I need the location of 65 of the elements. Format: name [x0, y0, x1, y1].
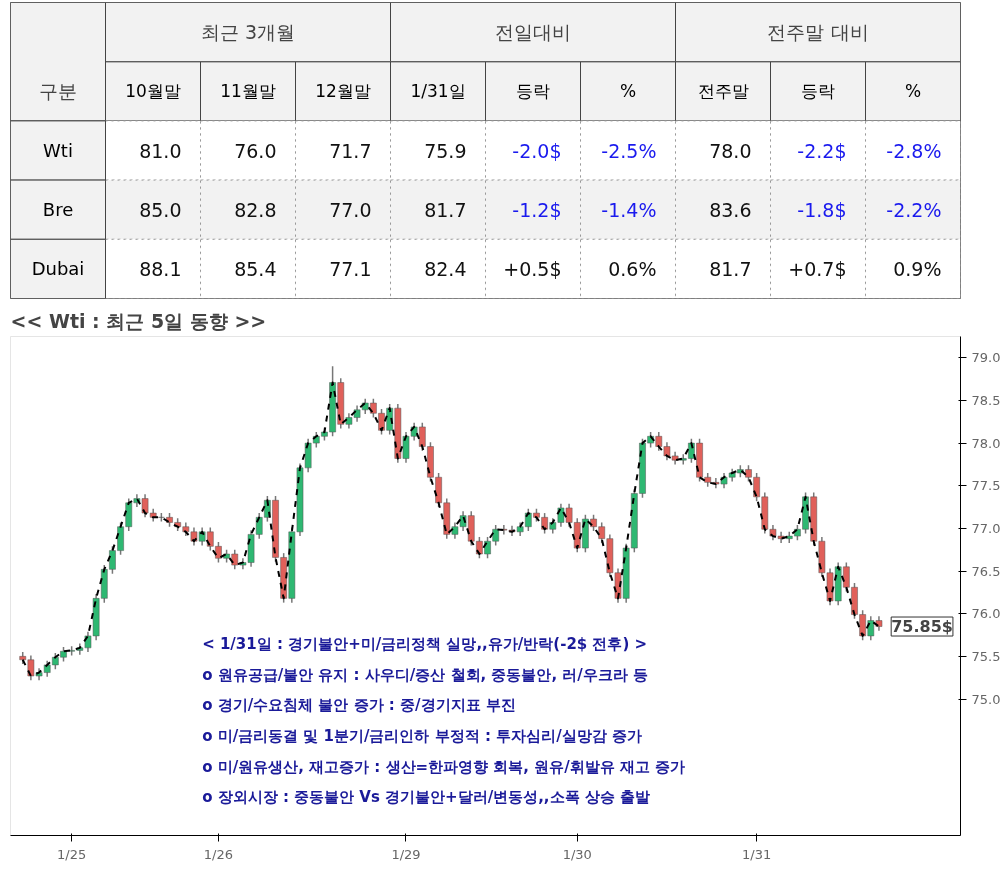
data-label: 83.6 — [709, 198, 752, 221]
data-label: 81.0 — [139, 139, 182, 162]
text: 구분 — [39, 80, 77, 103]
annotation: o 미/금리동결 및 1분기/금리인하 부정적 : 투자심리/실망감 증가 — [202, 727, 642, 746]
data-label: 77.0 — [329, 198, 372, 221]
data-label: +0.5$ — [503, 257, 562, 280]
data-label: 88.1 — [139, 257, 182, 280]
y-tick-label: 76.0 — [971, 606, 1001, 622]
x-tick-label: 1/26 — [203, 846, 234, 862]
data-label: 81.7 — [709, 257, 752, 280]
y-tick-label: 75.5 — [971, 648, 1001, 664]
annotation: o 장외시장 : 중동불안 Vs 경기불안+달러/변동성,,소폭 상승 출발 — [202, 788, 650, 807]
x-tick-label: 전주말 — [697, 81, 749, 102]
x-tick-label: 10월말 — [125, 81, 181, 102]
data-label: 78.0 — [709, 139, 752, 162]
data-label: 0.6% — [608, 257, 657, 280]
annotation: o 미/원유생산, 재고증가 : 생산=한파영향 회복, 원유/휘발유 재고 증가 — [202, 757, 686, 776]
data-label: 77.1 — [329, 257, 372, 280]
y-tick-label: 77.0 — [971, 520, 1001, 536]
y-tick-label: Wti — [43, 140, 73, 161]
x-tick-label: 11월말 — [220, 81, 276, 102]
data-label: 76.0 — [234, 139, 277, 162]
annotation: o 원유공급/불안 유지 : 사우디/증산 철회, 중동불안, 러/우크라 등 — [202, 665, 649, 684]
data-label: 81.7 — [424, 198, 467, 221]
y-tick-label: 78.5 — [971, 392, 1001, 408]
data-label: 82.8 — [234, 198, 277, 221]
data-label: -2.5% — [601, 139, 657, 162]
y-tick-label: 76.5 — [971, 563, 1001, 579]
data-label: 0.9% — [893, 257, 942, 280]
y-tick-label: 75.0 — [971, 691, 1001, 707]
data-label: +0.7$ — [788, 257, 847, 280]
y-tick-label: 78.0 — [971, 435, 1001, 451]
x-tick-label: 1/25 — [57, 846, 87, 862]
x-tick-label: % — [619, 81, 637, 102]
data-label: -1.2$ — [512, 198, 562, 221]
text: 전주말 대비 — [767, 21, 869, 44]
data-label: 85.4 — [234, 257, 277, 280]
annotation: < 1/31일 : 경기불안+미/금리정책 실망,,유가/반락(-2$ 전후) > — [202, 634, 648, 653]
data-label: -2.2$ — [797, 139, 847, 162]
data-label: -1.8$ — [797, 198, 847, 221]
data-label: -1.4% — [601, 198, 657, 221]
data-label: -2.0$ — [512, 139, 562, 162]
y-tick-label: 79.0 — [971, 350, 1001, 366]
x-tick-label: 1/29 — [391, 846, 421, 862]
x-tick-label: 12월말 — [315, 81, 371, 102]
data-label: 85.0 — [139, 198, 182, 221]
y-tick-label: 77.5 — [971, 478, 1001, 494]
x-tick-label: 1/31일 — [410, 81, 466, 102]
chart-title: << Wti : 최근 5일 동향 >> — [10, 309, 267, 332]
x-tick-label: % — [904, 81, 922, 102]
x-tick-label: 1/31 — [742, 846, 772, 862]
data-label: 82.4 — [424, 257, 467, 280]
data-label: -2.8% — [886, 139, 942, 162]
data-label: 71.7 — [329, 139, 372, 162]
text: 전일대비 — [495, 21, 571, 44]
x-tick-label: 등락 — [516, 81, 550, 102]
x-tick-label: 등락 — [801, 81, 835, 102]
text: 최근 3개월 — [200, 21, 296, 44]
y-tick-label: Dubai — [31, 258, 85, 280]
annotation: o 경기/수요침체 불안 증가 : 중/경기지표 부진 — [202, 696, 516, 715]
y-tick-label: Bre — [42, 199, 74, 221]
x-tick-label: 1/30 — [562, 846, 592, 862]
data-label: 75.9 — [424, 139, 467, 162]
data-label: -2.2% — [886, 198, 942, 221]
text: 75.85$ — [891, 617, 953, 637]
